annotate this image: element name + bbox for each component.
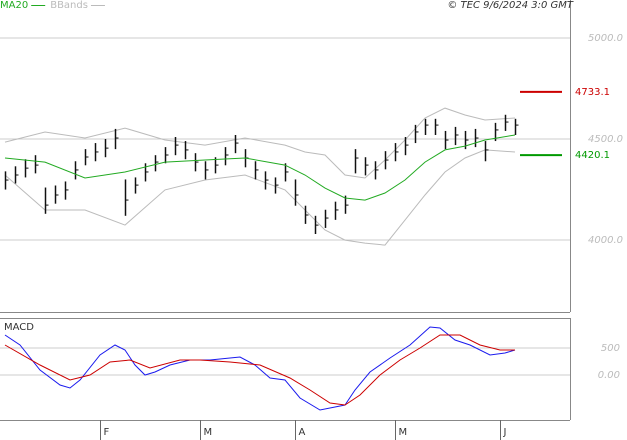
y-tick-label: 500 [601,343,620,354]
x-tick-label: M [204,427,213,438]
y-tick-label: 4500.0 [588,134,623,145]
macd-line [4,334,515,406]
x-tick-label: J [503,427,507,438]
x-tick-label: M [399,427,408,438]
legend-label: MA20 [0,0,28,11]
level-label: 4420.1 [575,150,610,161]
copyright: © TEC 9/6/2024 3:0 GMT [447,0,574,11]
macd-title: MACD [4,322,34,333]
bollinger-band [4,149,516,246]
y-tick-label: 4000.0 [588,235,623,246]
macd-line [4,326,516,411]
level-label: 4733.1 [575,87,610,98]
main-panel [0,0,571,421]
x-tick-label: A [299,427,306,438]
y-tick-label: 0.00 [598,370,620,381]
y-tick-label: 5000.0 [588,33,623,44]
ma-line [4,134,516,201]
legend-label: BBands [50,0,88,11]
x-tick-label: F [104,427,110,438]
bollinger-band [4,107,516,179]
